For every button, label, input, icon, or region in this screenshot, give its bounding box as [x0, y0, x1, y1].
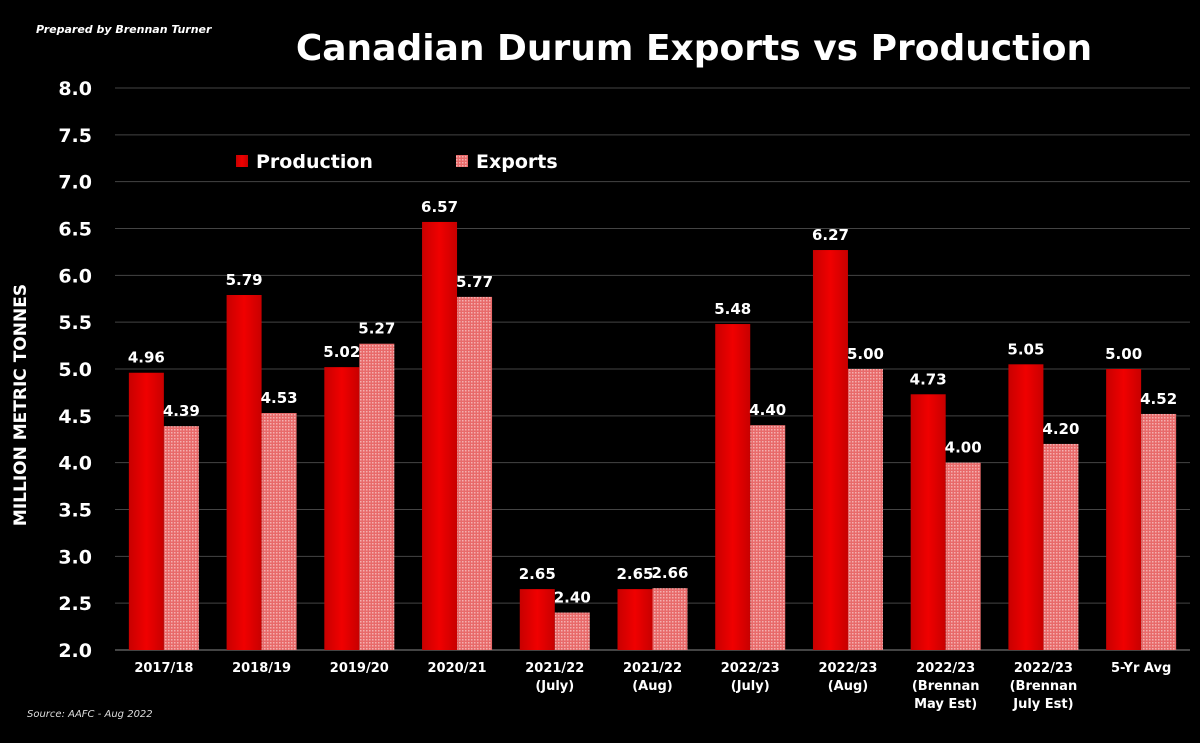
data-label: 2.65: [519, 565, 556, 583]
x-tick-label: (July): [731, 679, 770, 694]
bar-exports: [1043, 443, 1079, 650]
bar-production: [1106, 369, 1142, 650]
bar-production: [324, 367, 360, 650]
credit: Prepared by Brennan Turner: [36, 23, 212, 36]
data-label: 5.77: [456, 273, 493, 291]
bar-exports: [359, 343, 395, 650]
bar-production: [812, 250, 848, 650]
chart-title: Canadian Durum Exports vs Production: [296, 28, 1092, 69]
bar-exports: [750, 425, 786, 650]
bar-exports: [163, 426, 199, 650]
x-tick-label: (Aug): [828, 679, 869, 694]
bar-production: [715, 324, 751, 650]
x-tick-label: May Est): [914, 697, 977, 712]
x-tick-label: 2022/23: [916, 661, 975, 676]
data-label: 4.73: [910, 370, 947, 388]
bar-exports: [652, 588, 688, 650]
bar-exports: [847, 369, 883, 650]
data-label: 4.39: [163, 402, 200, 420]
data-label: 4.53: [261, 389, 298, 407]
bar-production: [422, 221, 458, 650]
data-label: 5.00: [847, 345, 884, 363]
y-tick-label: 5.0: [58, 359, 92, 381]
x-tick-label: (Brennan: [912, 679, 980, 694]
bar-exports: [554, 612, 590, 650]
bar-production: [519, 589, 555, 650]
data-label: 2.66: [651, 564, 688, 582]
source-note: Source: AAFC - Aug 2022: [27, 709, 153, 720]
bar-production: [617, 589, 653, 650]
y-axis-label: MILLION METRIC TONNES: [11, 284, 31, 526]
data-label: 4.40: [749, 401, 786, 419]
bar-exports: [1141, 413, 1177, 650]
y-tick-label: 3.0: [58, 546, 92, 568]
data-label: 6.57: [421, 198, 458, 216]
bar-exports: [261, 413, 297, 650]
data-label: 5.00: [1105, 345, 1142, 363]
x-tick-label: 2017/18: [134, 661, 193, 676]
y-tick-label: 6.0: [58, 265, 92, 287]
bar-production: [1008, 364, 1044, 650]
x-tick-label: 2022/23: [721, 661, 780, 676]
data-label: 4.52: [1140, 390, 1177, 408]
data-label: 6.27: [812, 226, 849, 244]
y-tick-label: 7.5: [58, 125, 92, 147]
y-tick-label: 7.0: [58, 172, 92, 194]
bar-exports: [945, 462, 981, 650]
y-tick-label: 2.0: [58, 640, 92, 662]
legend-label-production: Production: [256, 151, 373, 173]
data-label: 5.79: [226, 271, 263, 289]
bar-exports: [457, 296, 493, 650]
data-label: 5.02: [323, 343, 360, 361]
x-tick-label: 2020/21: [428, 661, 487, 676]
x-tick-label: 5-Yr Avg: [1111, 661, 1171, 676]
y-tick-label: 4.0: [58, 453, 92, 475]
x-tick-label: (July): [535, 679, 574, 694]
x-tick-label: 2021/22: [525, 661, 584, 676]
x-tick-label: 2019/20: [330, 661, 389, 676]
data-label: 2.40: [554, 589, 591, 607]
x-tick-label: 2018/19: [232, 661, 291, 676]
data-label: 2.65: [616, 565, 653, 583]
data-label: 5.05: [1007, 340, 1044, 358]
y-tick-label: 4.5: [58, 406, 92, 428]
bar-production: [910, 394, 946, 650]
x-tick-label: 2022/23: [818, 661, 877, 676]
legend-swatch-exports: [456, 155, 468, 167]
y-tick-label: 3.5: [58, 500, 92, 522]
y-tick-label: 6.5: [58, 219, 92, 241]
data-label: 4.20: [1042, 420, 1079, 438]
x-tick-label: 2021/22: [623, 661, 682, 676]
y-tick-label: 8.0: [58, 78, 92, 100]
data-label: 5.48: [714, 300, 751, 318]
legend-label-exports: Exports: [476, 151, 558, 173]
data-label: 5.27: [358, 320, 395, 338]
bar-production: [226, 295, 262, 650]
x-tick-label: 2022/23: [1014, 661, 1073, 676]
y-tick-label: 2.5: [58, 593, 92, 615]
x-tick-label: July Est): [1012, 697, 1073, 712]
legend-swatch-production: [236, 155, 248, 167]
bar-production: [128, 372, 164, 650]
x-tick-label: (Aug): [632, 679, 673, 694]
data-label: 4.96: [128, 349, 165, 367]
data-label: 4.00: [945, 439, 982, 457]
x-tick-label: (Brennan: [1010, 679, 1078, 694]
y-tick-label: 5.5: [58, 312, 92, 334]
